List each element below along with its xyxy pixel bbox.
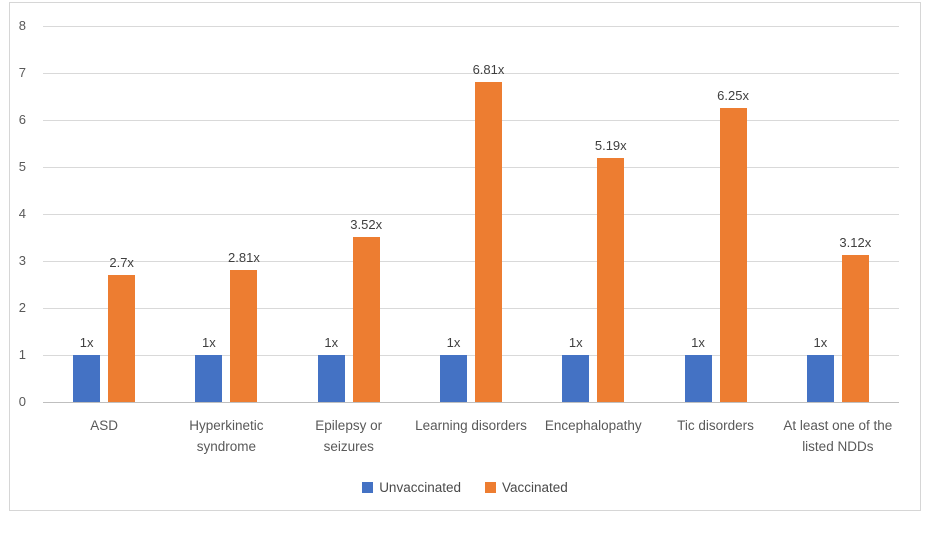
bar-unvaccinated-2: 1x [317, 335, 345, 402]
category-label-3: Learning disorders [415, 418, 527, 433]
y-tick-label-2: 2 [18, 300, 26, 315]
bar-vaccinated-2: 3.52x [350, 217, 382, 402]
bar-group-4: 1x 5.19x [532, 26, 654, 402]
gridline-0 [43, 402, 899, 403]
gridline-8 [43, 26, 899, 27]
bar-vaccinated-5: 6.25x [717, 88, 749, 402]
bar-vaccinated-1: 2.81x [228, 250, 260, 402]
bar-group-3: 1x 6.81x [410, 26, 532, 402]
category-label-4: Encephalopathy [544, 418, 642, 433]
y-tick-label-3: 3 [18, 253, 26, 268]
category-label-0: ASD [90, 418, 119, 433]
bar-group-6: 1x 3.12x [777, 26, 899, 402]
legend-item-vaccinated: Vaccinated [485, 480, 568, 495]
y-tick-label-5: 5 [18, 159, 26, 174]
plot-area: 1x 2.7x 1x 2.81x 1x 3.52x 1x 6.81x 1x 5.19x 1x 6.25… [43, 26, 899, 403]
data-label-unvaccinated-1: 1x [202, 335, 216, 350]
bar-vaccinated-6: 3.12x [839, 235, 871, 402]
bar-groups: 1x 2.7x 1x 2.81x 1x 3.52x 1x 6.81x 1x 5.19x 1x 6.25… [43, 26, 899, 402]
data-label-unvaccinated-6: 1x [813, 335, 828, 350]
bar-unvaccinated-3: 1x [439, 335, 467, 402]
data-label-vaccinated-4: 5.19x [594, 138, 627, 154]
data-label-vaccinated-2: 3.52x [350, 216, 383, 232]
bar-unvaccinated-4: 1x [562, 335, 590, 402]
y-tick-label-4: 4 [18, 206, 26, 221]
y-axis: 0 1 2 3 4 5 6 7 8 [10, 3, 36, 510]
legend: Unvaccinated Vaccinated [10, 480, 920, 495]
bar-vaccinated-0: 2.7x [108, 255, 136, 402]
category-label-2: Epilepsy or seizures [315, 418, 383, 454]
y-tick-label-6: 6 [18, 112, 26, 127]
bar-unvaccinated-6: 1x [806, 335, 834, 402]
legend-label-vaccinated: Vaccinated [502, 480, 568, 495]
y-tick-label-1: 1 [18, 347, 26, 362]
bar-group-5: 1x 6.25x [654, 26, 776, 402]
bar-group-2: 1x 3.52x [288, 26, 410, 402]
legend-swatch-vaccinated [485, 482, 496, 493]
bar-group-0: 1x 2.7x [43, 26, 165, 402]
data-label-vaccinated-5: 6.25x [717, 88, 749, 104]
legend-swatch-unvaccinated [362, 482, 374, 493]
bar-vaccinated-3: 6.81x [473, 62, 504, 402]
bar-unvaccinated-1: 1x [195, 335, 223, 402]
gridline-2 [43, 308, 899, 309]
y-tick-label-8: 8 [18, 18, 26, 33]
bar-unvaccinated-0: 1x [73, 335, 101, 402]
y-tick-label-7: 7 [18, 65, 26, 80]
gridline-7 [43, 73, 899, 74]
bar-group-1: 1x 2.81x [165, 26, 287, 402]
y-tick-label-0: 0 [18, 394, 26, 409]
data-label-vaccinated-1: 2.81x [228, 249, 260, 265]
category-label-1: Hyperkinetic syndrome [189, 418, 264, 454]
gridline-1 [43, 355, 899, 356]
gridline-3 [43, 261, 899, 262]
gridline-6 [43, 120, 899, 121]
data-label-vaccinated-0: 2.7x [109, 255, 134, 271]
data-label-vaccinated-6: 3.12x [839, 235, 872, 251]
bar-unvaccinated-5: 1x [684, 335, 712, 402]
gridline-5 [43, 167, 899, 168]
data-label-unvaccinated-4: 1x [568, 335, 583, 350]
category-label-5: Tic disorders [677, 418, 754, 433]
data-label-unvaccinated-5: 1x [691, 335, 705, 350]
bar-vaccinated-4: 5.19x [595, 138, 627, 402]
data-label-unvaccinated-0: 1x [79, 335, 94, 350]
gridline-4 [43, 214, 899, 215]
legend-item-unvaccinated: Unvaccinated [362, 480, 461, 495]
data-label-vaccinated-3: 6.81x [472, 61, 505, 77]
data-label-unvaccinated-2: 1x [324, 335, 339, 350]
data-label-unvaccinated-3: 1x [446, 335, 461, 350]
legend-label-unvaccinated: Unvaccinated [379, 480, 461, 495]
x-axis-category-labels: ASD Hyperkinetic syndrome Epilepsy or seiz… [43, 415, 899, 457]
category-label-6: At least one of the listed NDDs [783, 418, 893, 454]
chart-frame: 1x 2.7x 1x 2.81x 1x 3.52x 1x 6.81x 1x 5.19x 1x 6.25… [9, 2, 921, 511]
